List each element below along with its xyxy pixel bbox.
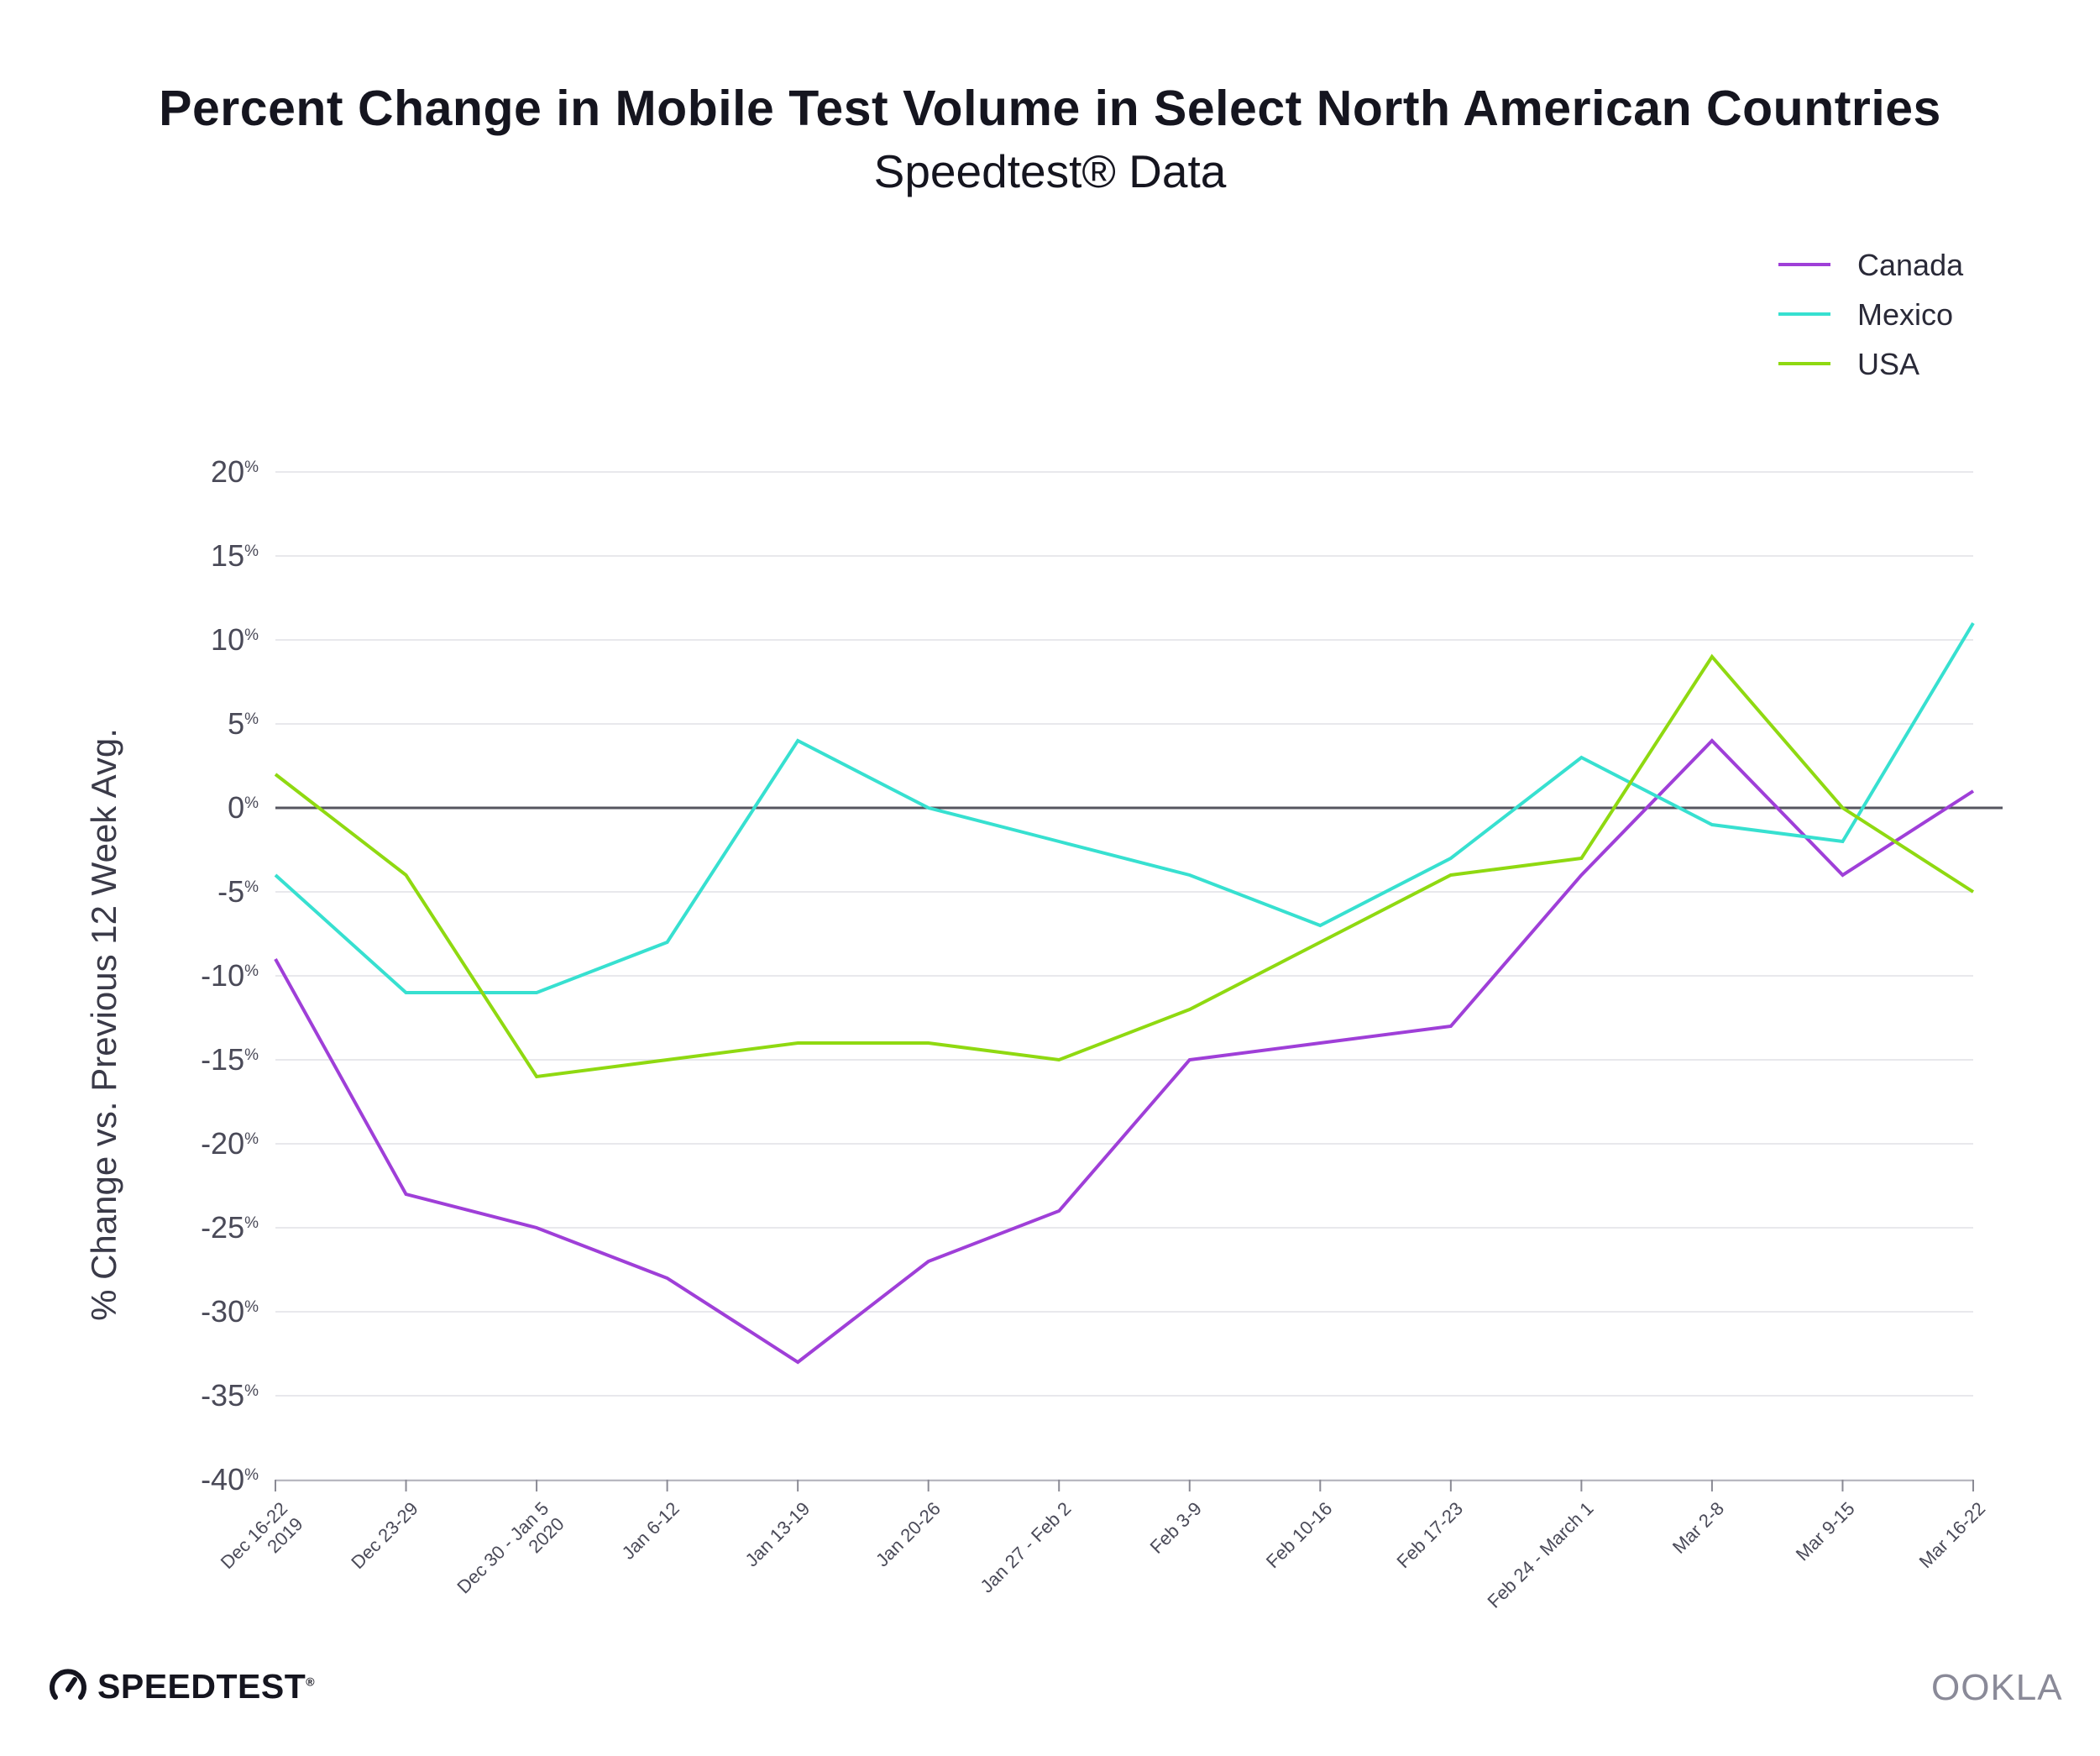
legend-item-mexico: Mexico bbox=[1778, 297, 1953, 332]
x-tick-label: Feb 17-23 bbox=[1392, 1498, 1467, 1573]
legend-label: Canada bbox=[1857, 248, 1964, 282]
x-tick-label-line: Feb 10-16 bbox=[1262, 1498, 1337, 1573]
y-tick-label: 15% bbox=[211, 538, 259, 573]
y-tick-label: -30% bbox=[201, 1294, 259, 1329]
x-tick-label-line: Jan 27 - Feb 2 bbox=[976, 1498, 1075, 1597]
legend-item-canada: Canada bbox=[1778, 248, 1964, 282]
x-tick-label-line: Jan 13-19 bbox=[741, 1498, 814, 1571]
chart-title: Percent Change in Mobile Test Volume in … bbox=[159, 81, 1941, 136]
x-tick-label: Mar 9-15 bbox=[1792, 1498, 1859, 1565]
chart-subtitle-text: Speedtest® Data bbox=[873, 145, 1227, 197]
y-tick-label: 10% bbox=[211, 622, 259, 657]
x-tick-label-line: Feb 3-9 bbox=[1146, 1498, 1206, 1558]
legend-item-usa: USA bbox=[1778, 347, 1919, 381]
y-tick-label: -10% bbox=[201, 958, 259, 993]
series-line-usa bbox=[274, 653, 1975, 1079]
y-tick-label: -5% bbox=[217, 874, 259, 909]
x-tick-label: Dec 23-29 bbox=[347, 1498, 422, 1573]
x-tick-label: Feb 24 - March 1 bbox=[1483, 1498, 1597, 1612]
x-tick-label: Mar 2-8 bbox=[1668, 1498, 1728, 1558]
grid-lines bbox=[275, 471, 2003, 1481]
x-tick-label: Jan 27 - Feb 2 bbox=[976, 1498, 1075, 1597]
series-line-mexico bbox=[274, 621, 1975, 994]
x-tick-label-line: Mar 9-15 bbox=[1792, 1498, 1859, 1565]
speedtest-logo-text: SPEEDTEST® bbox=[97, 1666, 316, 1706]
y-tick-label: 20% bbox=[211, 454, 259, 489]
y-tick-label: -15% bbox=[201, 1042, 259, 1077]
x-tick-label-line: Jan 6-12 bbox=[618, 1498, 683, 1564]
y-tick-label: -35% bbox=[201, 1378, 259, 1413]
x-tick-label-line: Feb 17-23 bbox=[1392, 1498, 1467, 1573]
x-tick-label: Jan 13-19 bbox=[741, 1498, 814, 1571]
y-axis: 20% 15% 10% 5% 0% -5% -10% -15% -20% -25% -30% -35%… bbox=[201, 454, 259, 1497]
x-tick-label-line: Jan 20-26 bbox=[872, 1498, 945, 1571]
series-line-canada bbox=[274, 738, 1975, 1365]
legend-label: USA bbox=[1857, 347, 1919, 381]
legend-label: Mexico bbox=[1857, 297, 1953, 332]
x-tick-label-line: Mar 16-22 bbox=[1915, 1498, 1990, 1573]
y-tick-label: 5% bbox=[228, 706, 259, 741]
x-tick-label: Jan 6-12 bbox=[618, 1498, 683, 1564]
x-tick-label-line: Dec 23-29 bbox=[347, 1498, 422, 1573]
y-tick-label: 0% bbox=[228, 790, 259, 825]
speedometer-icon bbox=[50, 1669, 86, 1700]
series-lines bbox=[274, 621, 1975, 1365]
x-tick-label: Jan 20-26 bbox=[872, 1498, 945, 1571]
y-tick-label: -25% bbox=[201, 1210, 259, 1245]
x-tick-label-line: Mar 2-8 bbox=[1668, 1498, 1728, 1558]
ookla-logo: OOKLA bbox=[1931, 1667, 2063, 1708]
x-tick-label: Feb 10-16 bbox=[1262, 1498, 1337, 1573]
x-tick-label-line: Feb 24 - March 1 bbox=[1483, 1498, 1597, 1612]
x-tick-label: Mar 16-22 bbox=[1915, 1498, 1990, 1573]
speedtest-logo: SPEEDTEST® bbox=[49, 1665, 315, 1707]
y-tick-label: -40% bbox=[201, 1462, 259, 1497]
y-tick-label: -20% bbox=[201, 1126, 259, 1161]
chart-subtitle: Speedtest® Data bbox=[0, 144, 2100, 198]
y-axis-label: % Change vs. Previous 12 Week Avg. bbox=[84, 728, 123, 1321]
legend: Canada Mexico USA bbox=[1778, 248, 1964, 381]
x-tick-label: Feb 3-9 bbox=[1146, 1498, 1206, 1558]
